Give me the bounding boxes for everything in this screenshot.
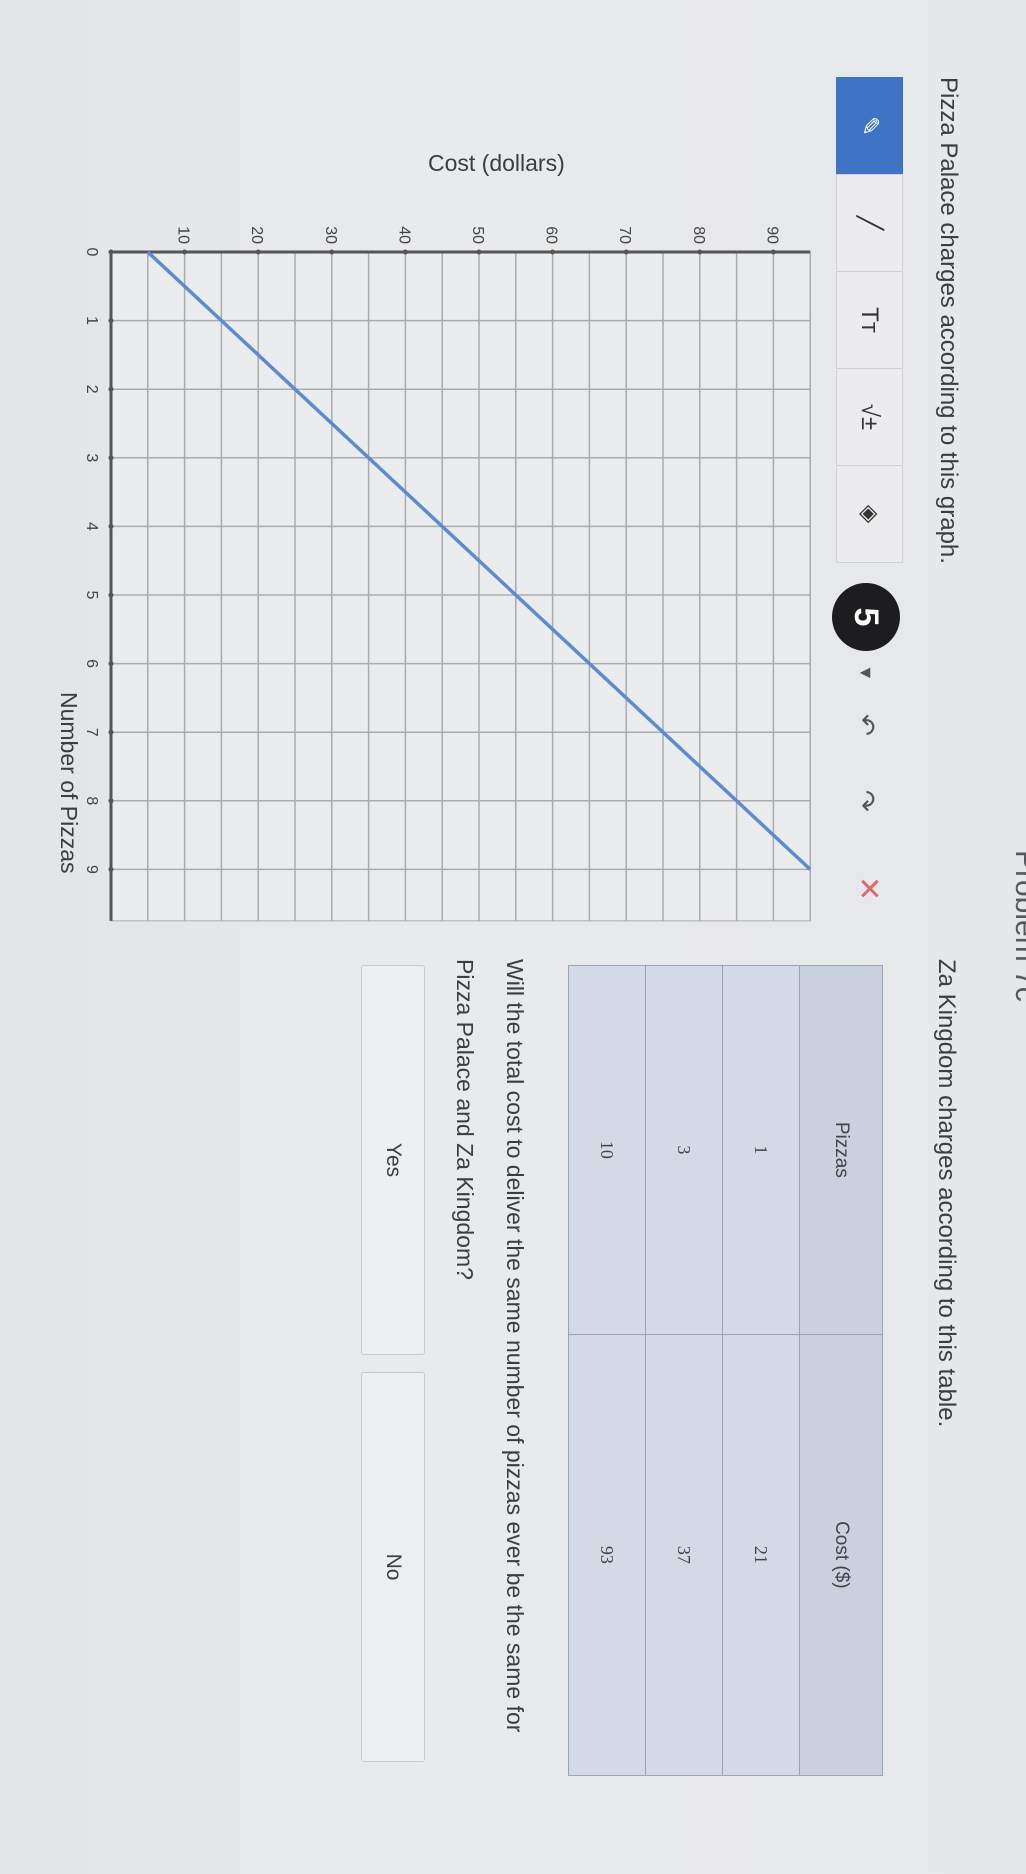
x-tick-label: 3 [83,453,100,462]
pizza-palace-cost-line [146,250,812,871]
y-tick-mark [770,249,776,255]
cell-cost: 37 [645,1334,723,1776]
x-tick-mark [108,866,114,872]
x-tick-mark [108,455,114,461]
cell-cost: 93 [568,1334,646,1776]
y-axis-label: Cost (dollars) [428,150,565,176]
x-tick-mark [108,249,114,255]
x-tick-label: 6 [83,659,100,668]
no-button[interactable]: No [361,1372,425,1762]
cell-cost: 21 [722,1334,800,1776]
table-row: 3 37 [645,965,723,1776]
y-tick-label: 20 [248,226,265,244]
x-tick-mark [108,661,114,667]
cell-pizzas: 10 [568,965,646,1335]
y-tick-label: 70 [616,226,633,244]
cell-pizzas: 1 [722,965,800,1335]
y-tick-mark [255,249,261,255]
y-tick-mark [182,249,188,255]
za-kingdom-table: Pizzas Cost ($) 1 21 3 37 10 93 [568,965,883,1776]
plot-area [110,251,811,922]
x-tick-label: 2 [83,385,100,394]
y-tick-mark [402,249,408,255]
y-tick-mark [697,249,703,255]
yes-button[interactable]: Yes [361,965,425,1355]
table-header-row: Pizzas Cost ($) [799,965,883,1776]
y-tick-mark [329,249,335,255]
y-tick-label: 40 [395,226,412,244]
x-tick-mark [108,592,114,598]
y-tick-label: 90 [763,226,780,244]
y-tick-mark [550,249,556,255]
y-tick-mark [623,249,629,255]
x-tick-mark [108,318,114,324]
table-row: 10 93 [568,965,646,1776]
x-tick-label: 9 [83,865,100,874]
x-axis-label: Number of Pizzas [56,692,82,874]
header-cost: Cost ($) [799,1334,883,1776]
question-text: Will the total cost to deliver the same … [452,959,528,1733]
x-tick-label: 8 [83,796,100,805]
x-tick-mark [108,798,114,804]
x-tick-mark [108,386,114,392]
header-pizzas: Pizzas [799,965,883,1335]
y-tick-label: 80 [690,226,707,244]
x-tick-label: 1 [83,316,100,325]
x-tick-label: 7 [83,728,100,737]
cell-pizzas: 3 [645,965,723,1335]
pizza-palace-graph[interactable]: 0 1 2 3 4 5 6 7 8 9 10 20 30 40 50 60 70 80 90 [0,0,1026,1000]
x-tick-mark [108,523,114,529]
x-tick-label: 0 [83,248,100,257]
y-tick-mark [476,249,482,255]
za-kingdom-prompt: Za Kingdom charges according to this tab… [933,959,960,1428]
y-tick-label: 10 [175,226,192,244]
table-row: 1 21 [722,965,800,1776]
x-tick-label: 4 [83,522,100,531]
y-tick-label: 60 [543,226,560,244]
y-tick-label: 50 [469,226,486,244]
y-tick-label: 30 [322,226,339,244]
x-tick-mark [108,729,114,735]
x-tick-label: 5 [83,591,100,600]
